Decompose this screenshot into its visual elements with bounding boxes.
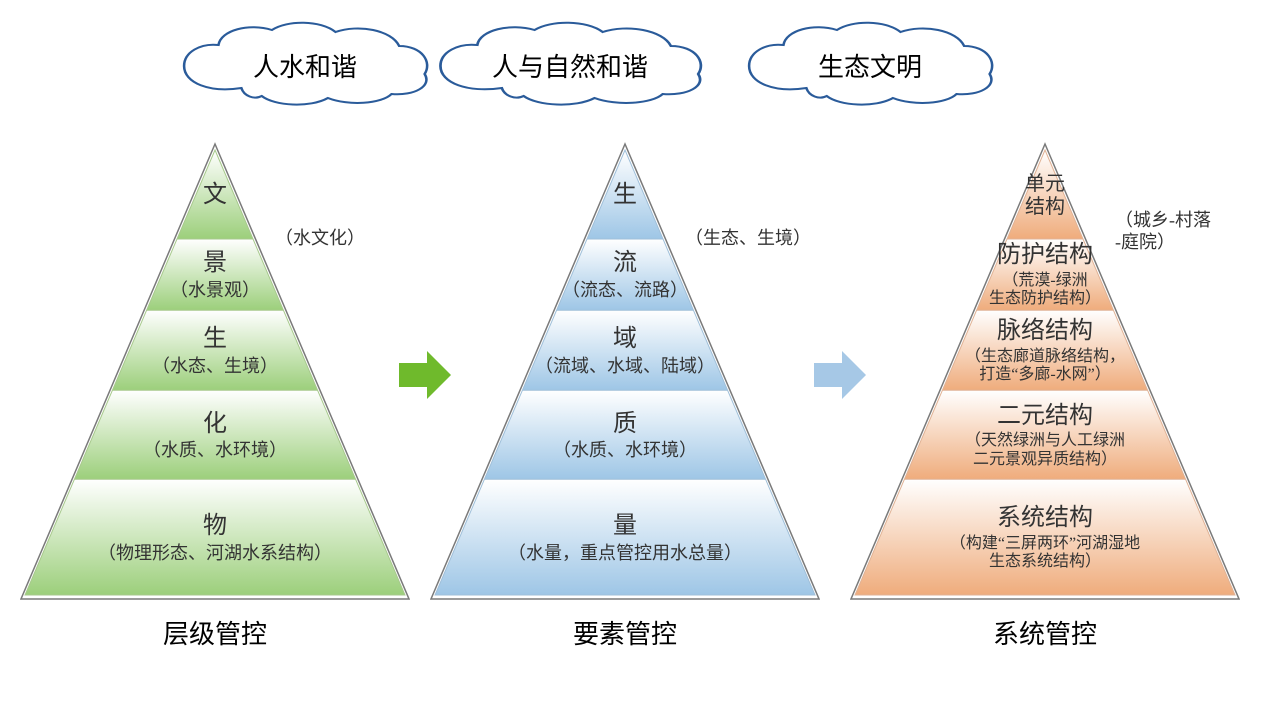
cloud-0: 人水和谐 xyxy=(165,18,445,113)
pyramid-0-side-note: （水文化） xyxy=(275,228,365,250)
pyramid-1-side-note: （生态、生境） xyxy=(685,228,811,250)
pyramid-2-side-note: （城乡-村落 -庭院） xyxy=(1115,210,1211,253)
arrow-2 xyxy=(810,345,870,405)
cloud-label: 人与自然和谐 xyxy=(492,47,648,84)
cloud-label: 人水和谐 xyxy=(253,47,357,84)
arrow-1 xyxy=(395,345,455,405)
pyramid-0: 文景（水景观）生（水态、生境）化（水质、水环境）物（物理形态、河湖水系结构）（水… xyxy=(20,140,410,610)
pyramid-0-caption: 层级管控 xyxy=(20,614,410,651)
cloud-label: 生态文明 xyxy=(818,47,922,84)
pyramid-1-caption: 要素管控 xyxy=(430,614,820,651)
pyramid-1: 生流（流态、流路）域（流域、水域、陆域）质（水质、水环境）量（水量，重点管控用水… xyxy=(430,140,820,610)
pyramid-2: 单元 结构防护结构（荒漠-绿洲 生态防护结构）脉络结构（生态廊道脉络结构， 打造… xyxy=(850,140,1240,610)
cloud-2: 生态文明 xyxy=(730,18,1010,113)
pyramid-2-caption: 系统管控 xyxy=(850,614,1240,651)
cloud-1: 人与自然和谐 xyxy=(420,18,720,113)
